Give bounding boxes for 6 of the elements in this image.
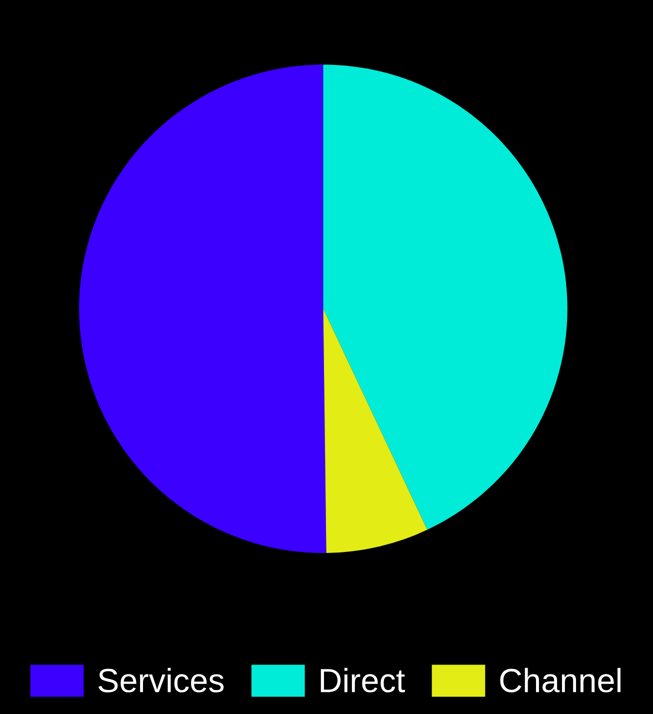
pie-slice [323, 64, 568, 530]
pie-slice [79, 64, 326, 553]
legend-label: Services [98, 668, 224, 692]
pie-slice [323, 308, 428, 553]
legend-label: Direct [320, 668, 405, 692]
legend-label: Channel [500, 668, 620, 692]
